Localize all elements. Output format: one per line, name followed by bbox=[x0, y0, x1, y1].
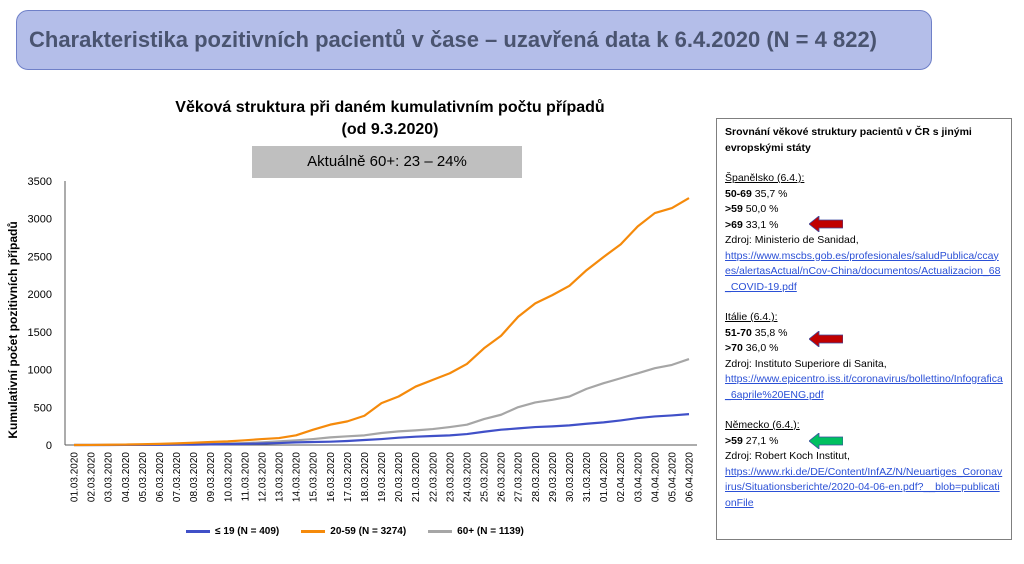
comparison-panel: Srovnání věkové struktury pacientů v ČR … bbox=[716, 118, 1012, 540]
x-tick-label: 24.03.2020 bbox=[462, 452, 473, 502]
x-tick-label: 09.03.2020 bbox=[206, 452, 217, 502]
germany-source-link[interactable]: https://www.rki.de/DE/Content/InfAZ/N/Ne… bbox=[725, 465, 1003, 509]
row-label: >59 bbox=[725, 203, 743, 215]
x-tick-label: 21.03.2020 bbox=[411, 452, 422, 502]
y-tick-label: 500 bbox=[34, 402, 52, 414]
row-label: 51-70 bbox=[725, 326, 752, 339]
x-tick-label: 01.04.2020 bbox=[599, 452, 610, 502]
y-tick-label: 3000 bbox=[28, 214, 52, 226]
x-tick-label: 02.04.2020 bbox=[616, 452, 627, 502]
row-value: 33,1 % bbox=[742, 218, 779, 231]
x-tick-label: 03.04.2020 bbox=[633, 452, 644, 502]
italy-title: Itálie (6.4.): bbox=[725, 311, 778, 323]
x-tick-label: 29.03.2020 bbox=[548, 452, 559, 502]
row-value: 35,8 % bbox=[751, 326, 788, 339]
legend-label: 60+ (N = 1139) bbox=[457, 526, 524, 537]
y-tick-label: 0 bbox=[46, 440, 52, 452]
x-tick-label: 27.03.2020 bbox=[514, 452, 525, 502]
current-60plus-box: Aktuálně 60+: 23 – 24% bbox=[252, 146, 522, 178]
row-label: 50-69 bbox=[725, 187, 752, 200]
row-value: 27,1 % bbox=[742, 434, 779, 447]
x-tick-label: 30.03.2020 bbox=[565, 452, 576, 502]
y-tick-label: 2000 bbox=[28, 289, 52, 301]
red-arrow-icon bbox=[809, 215, 843, 232]
x-tick-label: 11.03.2020 bbox=[240, 452, 251, 502]
x-tick-label: 05.04.2020 bbox=[667, 452, 678, 502]
x-tick-label: 31.03.2020 bbox=[582, 452, 593, 502]
row-value: 50,0 % bbox=[742, 203, 779, 215]
series-line-0 bbox=[74, 413, 690, 447]
x-tick-label: 10.03.2020 bbox=[223, 452, 234, 502]
legend-item: 60+ (N = 1139) bbox=[428, 526, 524, 537]
y-axis-title: Kumulativní počet pozitivních případů bbox=[6, 221, 20, 438]
y-tick-label: 2500 bbox=[28, 251, 52, 263]
x-tick-label: 14.03.2020 bbox=[292, 452, 303, 502]
x-tick-label: 17.03.2020 bbox=[343, 452, 354, 502]
x-tick-label: 20.03.2020 bbox=[394, 452, 405, 502]
x-tick-label: 04.04.2020 bbox=[650, 452, 661, 502]
x-tick-label: 05.03.2020 bbox=[138, 452, 149, 502]
panel-heading: Srovnání věkové struktury pacientů v ČR … bbox=[725, 126, 972, 154]
row-label: >59 bbox=[725, 434, 743, 447]
spain-title: Španělsko (6.4.): bbox=[725, 172, 805, 184]
x-tick-label: 12.03.2020 bbox=[257, 452, 268, 502]
chart-legend: ≤ 19 (N = 409) 20-59 (N = 3274) 60+ (N = 1… bbox=[0, 526, 710, 537]
italy-source: Zdroj: Instituto Superiore di Sanita, bbox=[725, 357, 887, 370]
y-tick-label: 3500 bbox=[28, 176, 52, 188]
line-chart: 0 500 1000 1500 2000 2500 3000 3500 01.03.2020 02… bbox=[6, 176, 697, 502]
x-tick-label: 07.03.2020 bbox=[172, 452, 183, 502]
spain-source: Zdroj: Ministerio de Sanidad, bbox=[725, 234, 859, 246]
chart-subtitle: (od 9.3.2020) bbox=[341, 121, 439, 138]
germany-title: Německo (6.4.): bbox=[725, 419, 800, 431]
x-tick-label: 23.03.2020 bbox=[445, 452, 456, 502]
spain-source-link[interactable]: https://www.mscbs.gob.es/profesionales/s… bbox=[725, 249, 1001, 293]
legend-label: ≤ 19 (N = 409) bbox=[215, 526, 280, 537]
x-tick-label: 04.03.2020 bbox=[121, 452, 132, 502]
series-line-1 bbox=[73, 197, 690, 447]
section-germany: Německo (6.4.): >59 27,1 % Zdroj: Robert… bbox=[725, 418, 1003, 511]
x-tick-label: 26.03.2020 bbox=[497, 452, 508, 502]
legend-swatch bbox=[301, 530, 326, 533]
germany-source: Zdroj: Robert Koch Institut, bbox=[725, 450, 850, 462]
legend-item: ≤ 19 (N = 409) bbox=[186, 526, 279, 537]
x-tick-label: 08.03.2020 bbox=[189, 452, 200, 502]
x-tick-label: 01.03.2020 bbox=[70, 452, 81, 502]
legend-label: 20-59 (N = 3274) bbox=[330, 526, 407, 537]
x-tick-label: 18.03.2020 bbox=[360, 452, 371, 502]
row-label: >70 bbox=[725, 342, 743, 354]
x-tick-label: 13.03.2020 bbox=[275, 452, 286, 502]
y-tick-label: 1500 bbox=[28, 327, 52, 339]
x-tick-label: 22.03.2020 bbox=[428, 452, 439, 502]
legend-swatch bbox=[186, 530, 211, 533]
y-tick-label: 1000 bbox=[28, 365, 52, 377]
x-tick-label: 06.04.2020 bbox=[685, 452, 696, 502]
x-tick-label: 03.03.2020 bbox=[104, 452, 115, 502]
legend-item: 20-59 (N = 3274) bbox=[301, 526, 406, 537]
legend-swatch bbox=[428, 530, 453, 533]
italy-source-link[interactable]: https://www.epicentro.iss.it/coronavirus… bbox=[725, 373, 1003, 401]
x-tick-label: 28.03.2020 bbox=[531, 452, 542, 502]
row-value: 35,7 % bbox=[751, 187, 788, 200]
section-spain: Španělsko (6.4.): 50-69 35,7 % >59 50,0 … bbox=[725, 171, 1003, 295]
red-arrow-icon bbox=[809, 331, 843, 347]
x-tick-label: 16.03.2020 bbox=[326, 452, 337, 502]
x-tick-label: 02.03.2020 bbox=[87, 452, 98, 502]
slide-title: Charakteristika pozitivních pacientů v č… bbox=[29, 27, 878, 52]
x-tick-label: 25.03.2020 bbox=[480, 452, 491, 502]
green-arrow-icon bbox=[809, 432, 843, 449]
row-label: >69 bbox=[725, 218, 743, 231]
x-tick-label: 15.03.2020 bbox=[309, 452, 320, 502]
slide-title-banner: Charakteristika pozitivních pacientů v č… bbox=[16, 10, 932, 70]
section-italy: Itálie (6.4.): 51-70 35,8 % >70 36,0 % Z… bbox=[725, 310, 1003, 403]
x-tick-label: 19.03.2020 bbox=[377, 452, 388, 502]
row-value: 36,0 % bbox=[742, 342, 779, 354]
x-tick-label: 06.03.2020 bbox=[155, 452, 166, 502]
chart-title: Věková struktura při daném kumulativním … bbox=[120, 97, 660, 141]
chart-title-text: Věková struktura při daném kumulativním … bbox=[175, 99, 605, 116]
